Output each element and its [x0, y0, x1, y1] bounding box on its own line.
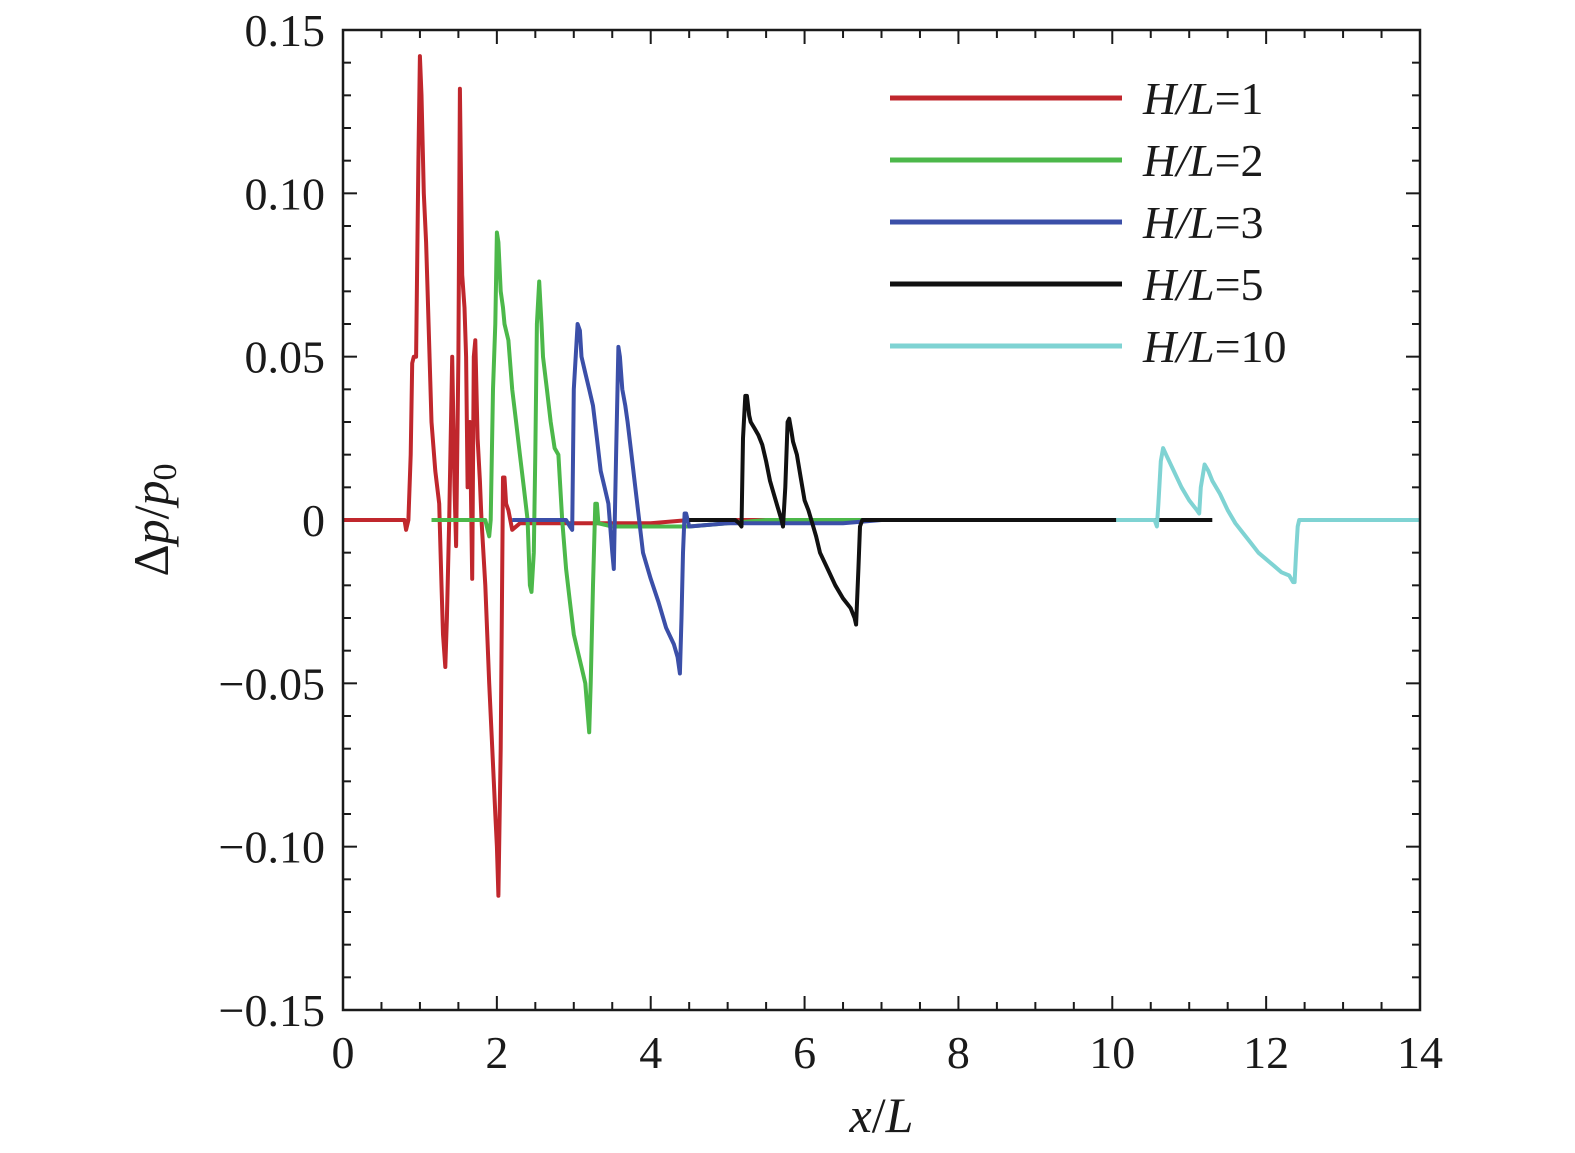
x-tick-label: 10: [1089, 1027, 1135, 1078]
x-tick-label: 14: [1397, 1027, 1443, 1078]
x-tick-label: 6: [793, 1027, 816, 1078]
series-layer: [343, 54, 1420, 898]
x-tick-label: 0: [332, 1027, 355, 1078]
y-tick-label: −0.15: [219, 985, 325, 1036]
y-tick-label: 0.10: [245, 168, 326, 219]
x-tick-label: 8: [947, 1027, 970, 1078]
y-tick-label: −0.05: [219, 658, 325, 709]
series-line-2: [431, 230, 867, 735]
legend: H/L=1 H/L=2 H/L=3 H/L=5 H/L=10: [890, 73, 1287, 372]
y-axis-title-ref: p: [123, 480, 179, 508]
plot-frame: [341, 28, 1422, 1012]
y-axis-title-sub: 0: [147, 463, 184, 480]
y-tick-label: 0.15: [245, 5, 326, 56]
x-axis-title-var: x: [849, 1087, 872, 1143]
x-axis-title: x/L: [849, 1087, 914, 1143]
x-axis-title-sep: /: [872, 1087, 886, 1143]
series-line-1: [343, 54, 867, 898]
series-line-3: [512, 322, 959, 676]
legend-label-1: H/L=1: [1142, 73, 1264, 124]
y-axis-title: Δp/p0: [123, 463, 184, 576]
legend-label-3: H/L=3: [1142, 197, 1264, 248]
y-axis-title-delta: Δ: [123, 544, 179, 576]
x-tick-label: 2: [485, 1027, 508, 1078]
series-line-5: [1116, 446, 1420, 585]
series-line-4: [689, 393, 1213, 627]
y-tick-label: −0.10: [219, 822, 325, 873]
y-axis-title-var: p: [123, 519, 179, 547]
y-axis-title-sep: /: [123, 505, 179, 519]
legend-label-5: H/L=10: [1142, 321, 1287, 372]
y-tick-label: 0: [302, 495, 325, 546]
legend-label-2: H/L=2: [1142, 135, 1264, 186]
legend-label-4: H/L=5: [1142, 259, 1264, 310]
x-axis-title-ref: L: [885, 1087, 914, 1143]
x-tick-label: 12: [1243, 1027, 1289, 1078]
x-tick-label: 4: [639, 1027, 662, 1078]
y-tick-label: 0.05: [245, 332, 326, 383]
ticks-layer: 0 2 4 6 8 10 12 14 0.15 0.10 0.05 0 −0.05 −0.10 −0.15: [219, 5, 1443, 1078]
